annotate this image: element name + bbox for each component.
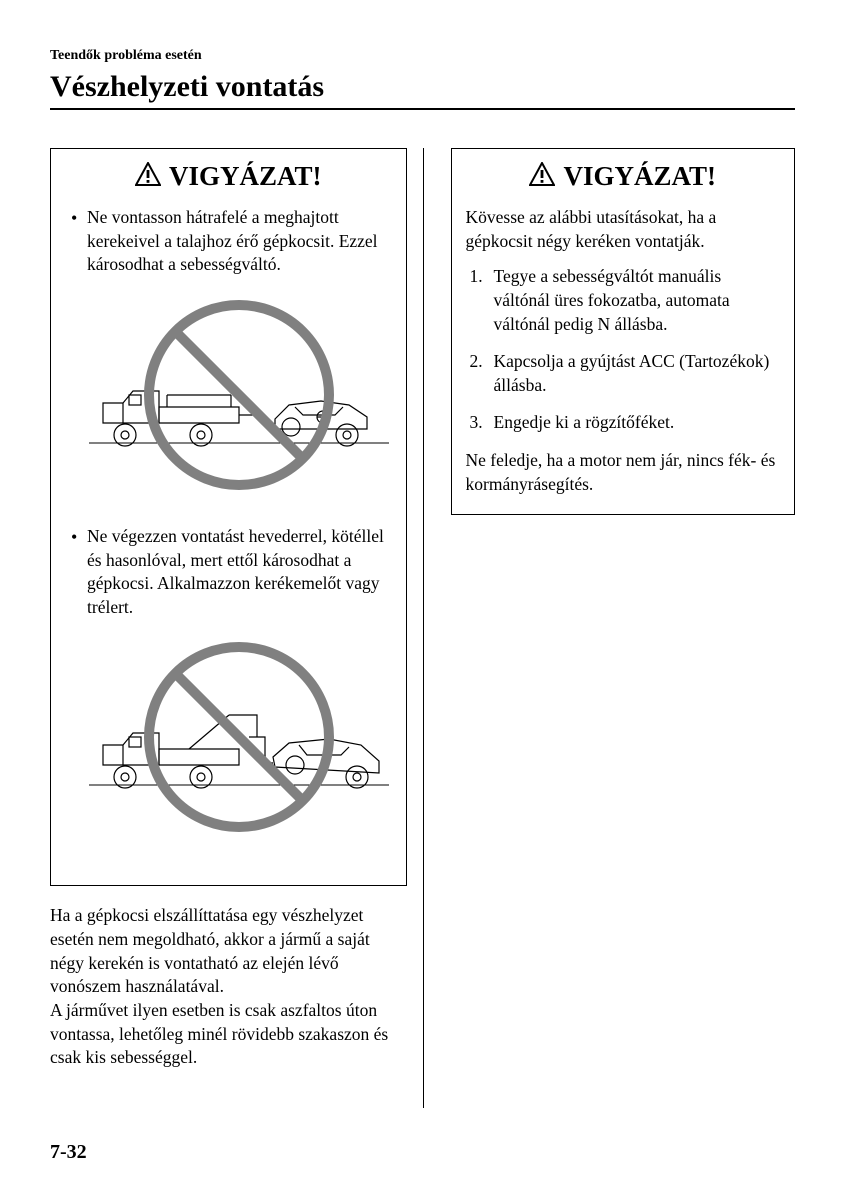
caution-bullet-2: Ne végezzen vontatást hevederrel, kötéll… xyxy=(65,525,392,838)
right-step-3-text: Engedje ki a rögzítőféket. xyxy=(494,412,675,432)
warning-triangle-icon xyxy=(529,162,555,191)
caution-header-left: VIGYÁZAT! xyxy=(65,161,392,192)
right-step-2: 2.Kapcsolja a gyújtást ACC (Tartozékok) … xyxy=(466,350,781,397)
caution-bullet-1-text: Ne vontasson hátrafelé a meghajtott kere… xyxy=(87,207,378,274)
towing-diagram-2 xyxy=(87,637,392,837)
breadcrumb: Teendők probléma esetén xyxy=(50,48,795,64)
right-intro-text: Kövesse az alábbi utasításokat, ha a gép… xyxy=(466,206,781,253)
caution-label-right: VIGYÁZAT! xyxy=(563,161,716,191)
left-column: VIGYÁZAT! Ne vontasson hátrafelé a megha… xyxy=(50,148,423,1108)
page-number: 7-32 xyxy=(50,1141,87,1164)
right-step-1-text: Tegye a sebességváltót manuális váltónál… xyxy=(494,266,730,333)
left-paragraph-2: A járművet ilyen esetben is csak aszfalt… xyxy=(50,999,407,1070)
right-step-3: 3.Engedje ki a rögzítőféket. xyxy=(466,411,781,435)
two-column-layout: VIGYÁZAT! Ne vontasson hátrafelé a megha… xyxy=(50,148,795,1108)
page-title: Vészhelyzeti vontatás xyxy=(50,70,795,110)
page-header: Teendők probléma esetén Vészhelyzeti von… xyxy=(50,48,795,110)
right-column: VIGYÁZAT! Kövesse az alábbi utasításokat… xyxy=(423,148,796,1108)
caution-label-left: VIGYÁZAT! xyxy=(169,161,322,191)
caution-bullet-list: Ne vontasson hátrafelé a meghajtott kere… xyxy=(65,206,392,837)
towing-diagram-1 xyxy=(87,295,392,495)
caution-bullet-2-text: Ne végezzen vontatást hevederrel, kötéll… xyxy=(87,526,384,617)
caution-header-right: VIGYÁZAT! xyxy=(466,161,781,192)
warning-triangle-icon xyxy=(135,162,161,191)
caution-bullet-1: Ne vontasson hátrafelé a meghajtott kere… xyxy=(65,206,392,495)
caution-box-left: VIGYÁZAT! Ne vontasson hátrafelé a megha… xyxy=(50,148,407,886)
right-steps-list: 1.Tegye a sebességváltót manuális váltón… xyxy=(466,265,781,435)
left-paragraph-1: Ha a gépkocsi elszállíttatása egy vészhe… xyxy=(50,904,407,999)
right-step-2-text: Kapcsolja a gyújtást ACC (Tartozékok) ál… xyxy=(494,351,770,395)
right-step-1: 1.Tegye a sebességváltót manuális váltón… xyxy=(466,265,781,336)
caution-box-right: VIGYÁZAT! Kövesse az alábbi utasításokat… xyxy=(451,148,796,515)
column-divider xyxy=(423,148,424,1108)
right-note-text: Ne feledje, ha a motor nem jár, nincs fé… xyxy=(466,449,781,496)
